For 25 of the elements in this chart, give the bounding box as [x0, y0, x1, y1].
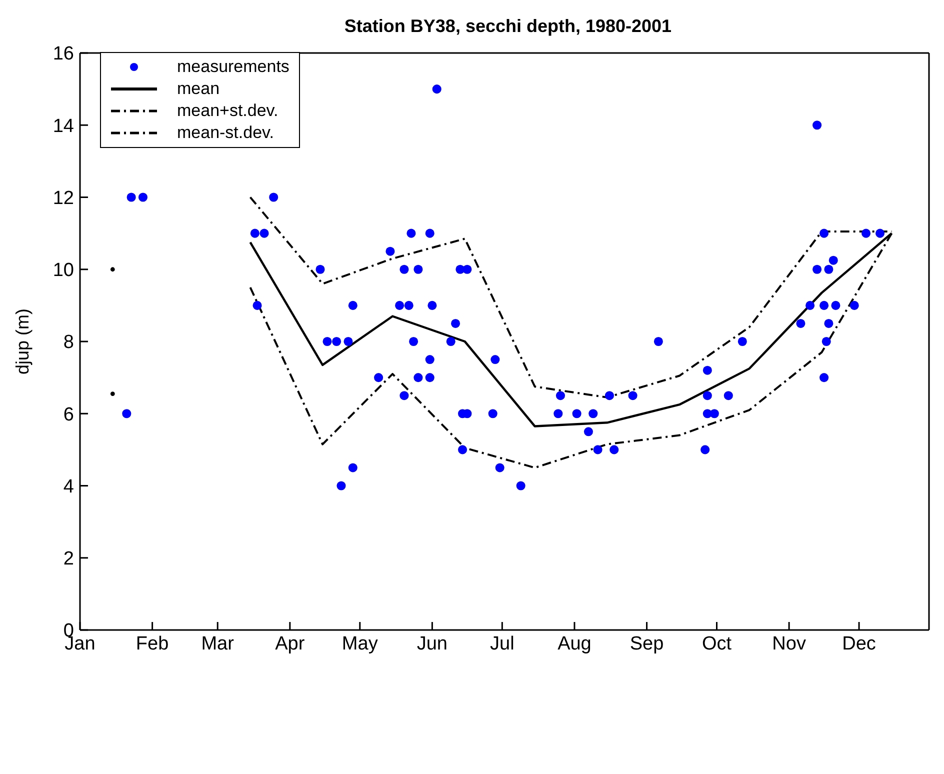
legend-label: mean — [177, 79, 220, 99]
x-tick-label: May — [342, 633, 378, 654]
x-tick-label: Apr — [275, 633, 306, 654]
legend-label: measurements — [177, 57, 290, 77]
y-tick-label: 8 — [63, 332, 74, 354]
x-tick-label: Nov — [772, 633, 806, 654]
x-tick-label: Jun — [416, 633, 448, 654]
y-axis-title: djup (m) — [12, 308, 32, 375]
y-tick-label: 6 — [63, 404, 74, 426]
y-tick-label: 14 — [52, 116, 74, 137]
x-tick-label: Aug — [558, 633, 592, 654]
x-tick-label: Oct — [702, 633, 732, 654]
legend-label: mean-st.dev. — [177, 123, 274, 143]
x-tick-label: Feb — [136, 633, 169, 654]
y-tick-label: 2 — [63, 548, 74, 570]
chart-title: Station BY38, secchi depth, 1980-2001 — [343, 16, 673, 37]
y-tick-label: 4 — [63, 476, 74, 498]
x-tick-label: Mar — [201, 633, 235, 654]
x-tick-label: Dec — [842, 633, 876, 654]
y-tick-label: 12 — [52, 188, 74, 209]
x-tick-label: Jul — [490, 633, 514, 654]
legend-label: mean+st.dev. — [177, 101, 278, 121]
y-tick-label: 10 — [52, 260, 74, 282]
y-tick-label: 16 — [52, 44, 74, 65]
x-tick-label: Sep — [630, 633, 664, 654]
